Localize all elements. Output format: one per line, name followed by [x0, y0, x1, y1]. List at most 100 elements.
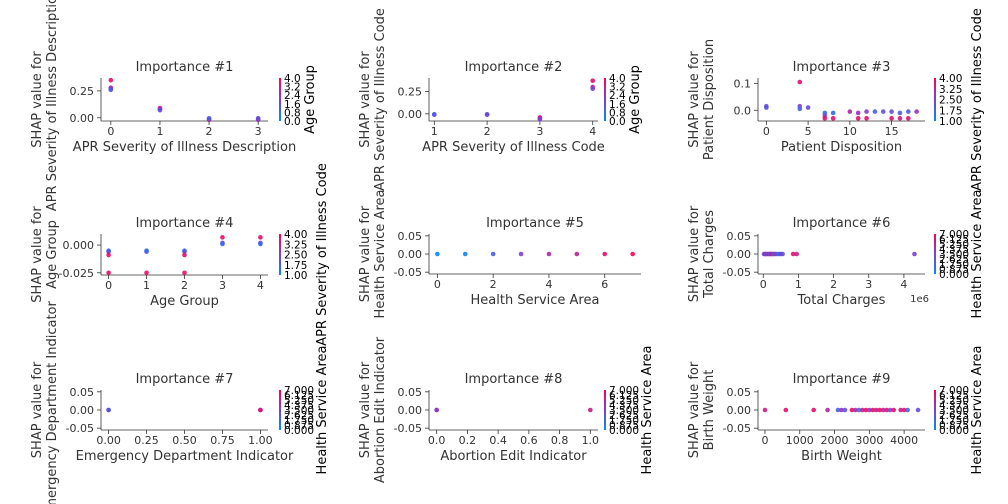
y-axis-label: SHAP value forTotal Charges — [687, 205, 717, 302]
data-point — [434, 407, 439, 413]
colorbar-tick-label: 0.000 — [609, 425, 639, 437]
colorbar-tick-label: 6.125 — [939, 234, 969, 246]
colorbar-tick-label: 2.625 — [609, 410, 639, 422]
colorbar-tick-label: 7.000 — [939, 229, 969, 241]
data-point — [864, 116, 869, 121]
data-point — [891, 407, 896, 413]
chart-panel-5: Importance #5 0 2 4 6 -0.05 0.00 0.05 Health Ser… — [358, 190, 641, 319]
data-point — [106, 270, 111, 276]
x-tick-label: 2 — [181, 279, 188, 292]
colorbar-tick-label: 3.500 — [939, 249, 969, 261]
y-axis-label: SHAP value forHealth Service Area — [358, 190, 388, 319]
data-point — [462, 251, 468, 257]
y-axis-label-line: Birth Weight — [702, 370, 717, 451]
colorbar-tick-label: 0.0 — [609, 116, 626, 128]
y-axis-label-line: Health Service Area — [373, 190, 388, 319]
data-point — [849, 407, 855, 413]
data-point — [855, 110, 861, 116]
x-tick-label: 3 — [865, 278, 872, 291]
x-tick-label: 4 — [545, 278, 552, 291]
x-tick-label: 0 — [434, 278, 441, 291]
colorbar-tick-label: 3.25 — [939, 84, 962, 96]
data-point — [783, 407, 789, 413]
data-point — [889, 109, 894, 114]
chart-title: Importance #3 — [793, 60, 891, 75]
colorbar-tick-label: 6.125 — [939, 390, 969, 402]
y-axis-label-line: SHAP value for — [358, 51, 373, 148]
x-tick-label: 2 — [484, 125, 491, 138]
chart-title: Importance #2 — [465, 60, 563, 75]
colorbar — [279, 78, 281, 121]
x-tick-label: 0.25 — [134, 434, 159, 447]
colorbar-tick-label: 0.875 — [609, 420, 639, 432]
data-point — [863, 407, 869, 413]
y-axis-label-line: SHAP value for — [30, 51, 45, 148]
x-axis-label: Health Service Area — [471, 293, 600, 308]
colorbar-tick-label: 5.250 — [609, 395, 639, 407]
data-point — [435, 251, 440, 257]
y-tick-label: 0.25 — [70, 85, 95, 98]
y-tick-label: 0.05 — [70, 386, 95, 399]
y-axis-label: SHAP value forEmergency Department Indic… — [30, 300, 60, 504]
y-axis-label: SHAP value forAge Group — [30, 206, 60, 303]
x-axis-label: Abortion Edit Indicator — [440, 449, 587, 464]
x-tick-label: 6 — [601, 278, 608, 291]
y-axis-label-line: Total Charges — [702, 210, 717, 299]
colorbar — [279, 390, 281, 430]
x-tick-label: 0 — [760, 278, 767, 291]
x-tick-label: 2000 — [821, 434, 849, 447]
colorbar-tick-label: 2.625 — [284, 410, 314, 422]
colorbar-tick-label: 1.750 — [939, 415, 969, 427]
colorbar-tick-label: 3.25 — [284, 239, 307, 251]
chart-panel-3: Importance #3 0 5 10 15 0.0 0.1 Patient Disposi… — [687, 8, 985, 191]
y-tick-label: 0.05 — [398, 230, 423, 243]
y-tick-label: -0.025 — [59, 267, 94, 280]
y-axis-label-line: SHAP value for — [687, 205, 702, 302]
x-tick-label: 2 — [830, 278, 837, 291]
data-point — [860, 407, 865, 413]
x-tick-label: 1 — [431, 125, 438, 138]
data-point — [220, 235, 225, 240]
colorbar-tick-label: 4.00 — [284, 229, 307, 241]
x-tick-label: 0 — [105, 279, 112, 292]
data-point — [915, 407, 921, 413]
y-axis-label-line: SHAP value for — [30, 361, 45, 458]
y-axis-label: SHAP value forAPR Severity of Illness Co… — [358, 8, 388, 191]
x-tick-label: 1.0 — [582, 434, 600, 447]
colorbar-tick-label: 1.75 — [284, 260, 307, 272]
data-point — [897, 110, 903, 116]
colorbar — [604, 78, 606, 121]
data-point — [830, 116, 836, 121]
colorbar-tick-label: 1.6 — [609, 99, 626, 111]
data-point — [914, 109, 919, 114]
colorbar-tick-label: 4.375 — [939, 244, 969, 256]
data-point — [842, 407, 848, 413]
colorbar-tick-label: 1.750 — [284, 415, 314, 427]
y-axis-label-line: Patient Disposition — [702, 39, 717, 160]
y-axis-label-line: Age Group — [45, 220, 60, 289]
chart-title: Importance #9 — [793, 372, 891, 387]
x-tick-label: 5 — [805, 125, 812, 138]
x-tick-label: 3000 — [855, 434, 883, 447]
y-axis-label-line: Emergency Department Indicator — [45, 300, 60, 504]
x-tick-label: 0.75 — [210, 434, 235, 447]
colorbar-tick-label: 5.250 — [939, 239, 969, 251]
colorbar-tick-label: 0.8 — [609, 107, 626, 119]
chart-panel-1: Importance #1 0 1 2 3 0.00 0.25 APR Severity of… — [30, 0, 318, 211]
data-point — [797, 106, 803, 112]
colorbar — [934, 234, 936, 274]
x-tick-label: 1.00 — [248, 434, 273, 447]
x-axis-label: APR Severity of Illness Description — [73, 140, 296, 155]
y-axis-label-line: APR Severity of Illness Code — [373, 8, 388, 191]
y-tick-label: -0.05 — [66, 422, 94, 435]
data-point — [764, 103, 769, 109]
data-point — [630, 251, 635, 257]
data-point — [905, 407, 910, 413]
colorbar-label: Age Group — [628, 65, 643, 134]
data-point — [835, 407, 841, 413]
y-tick-label: -0.05 — [723, 266, 751, 279]
data-point — [912, 251, 917, 257]
colorbar-tick-label: 4.375 — [939, 400, 969, 412]
